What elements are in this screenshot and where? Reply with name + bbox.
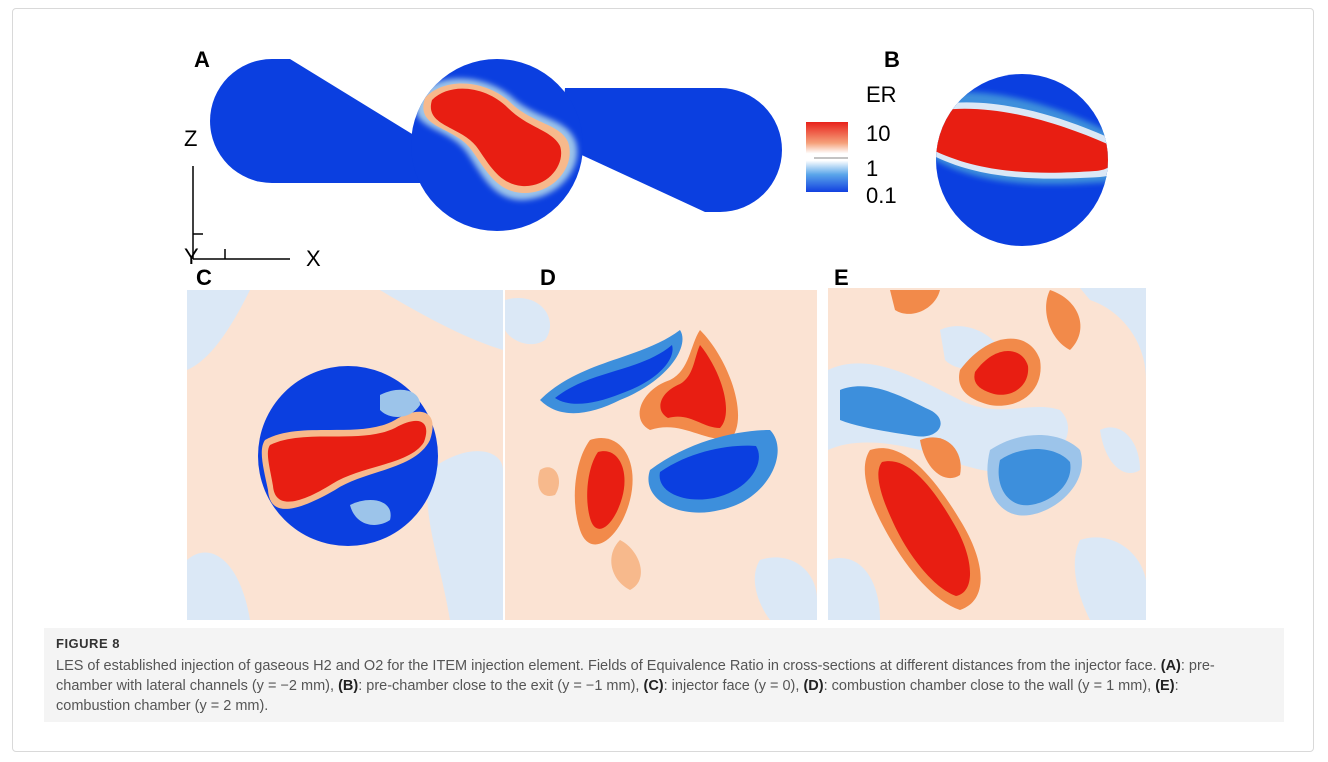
colorbar-tick-mid: 1: [866, 156, 878, 181]
panel-e: E: [828, 265, 1146, 620]
caption-text-e: : combustion chamber (y = 2 mm).: [56, 678, 1179, 714]
colorbar-title: ER: [866, 82, 897, 107]
colorbar-tick-low: 0.1: [866, 183, 897, 208]
caption-text-b: : pre-chamber close to the exit (y = −1 …: [358, 678, 644, 694]
caption-text-a: : pre-chamber with lateral channels (y =…: [56, 658, 1215, 694]
panel-b-letter: B: [884, 47, 900, 72]
pre-chamber-left-channel: [210, 59, 430, 183]
panel-a-letter: A: [194, 47, 210, 72]
caption-tag-c: (C): [643, 678, 664, 694]
caption-tag-e: (E): [1155, 678, 1175, 694]
panel-b: B: [884, 47, 1108, 246]
axis-label-z: Z: [184, 126, 197, 151]
pre-chamber-right-channel: [560, 88, 782, 212]
caption-intro: LES of established injection of gaseous …: [56, 658, 1161, 674]
panel-c: C: [187, 265, 503, 620]
axis-label-x: X: [306, 246, 321, 271]
panel-a-field: [415, 78, 578, 200]
colorbar-tick-high: 10: [866, 121, 890, 146]
axis-label-y: Y: [184, 244, 199, 269]
caption-block: FIGURE 8 LES of established injection of…: [44, 628, 1284, 722]
figure-label: FIGURE 8: [56, 636, 120, 651]
caption-text-c: : injector face (y = 0),: [663, 678, 804, 694]
panel-d-letter: D: [540, 265, 556, 290]
panel-d: D: [505, 265, 817, 620]
panel-e-letter: E: [834, 265, 849, 290]
axis-triad: Z X Y: [184, 126, 321, 271]
colorbar-gradient: [806, 122, 848, 192]
caption-tag-b: (B): [338, 678, 359, 694]
panel-c-letter: C: [196, 265, 212, 290]
colorbar: ER 10 1 0.1: [806, 82, 897, 208]
figure-graphic: A Z X Y ER 10 1 0.1 B: [184, 47, 1146, 620]
panel-b-field: [936, 92, 1108, 185]
figure-caption: LES of established injection of gaseous …: [56, 656, 1256, 716]
caption-tag-d: (D): [803, 678, 824, 694]
caption-tag-a: (A): [1160, 658, 1181, 674]
panel-a: A: [194, 47, 782, 231]
caption-text-d: : combustion chamber close to the wall (…: [823, 678, 1156, 694]
